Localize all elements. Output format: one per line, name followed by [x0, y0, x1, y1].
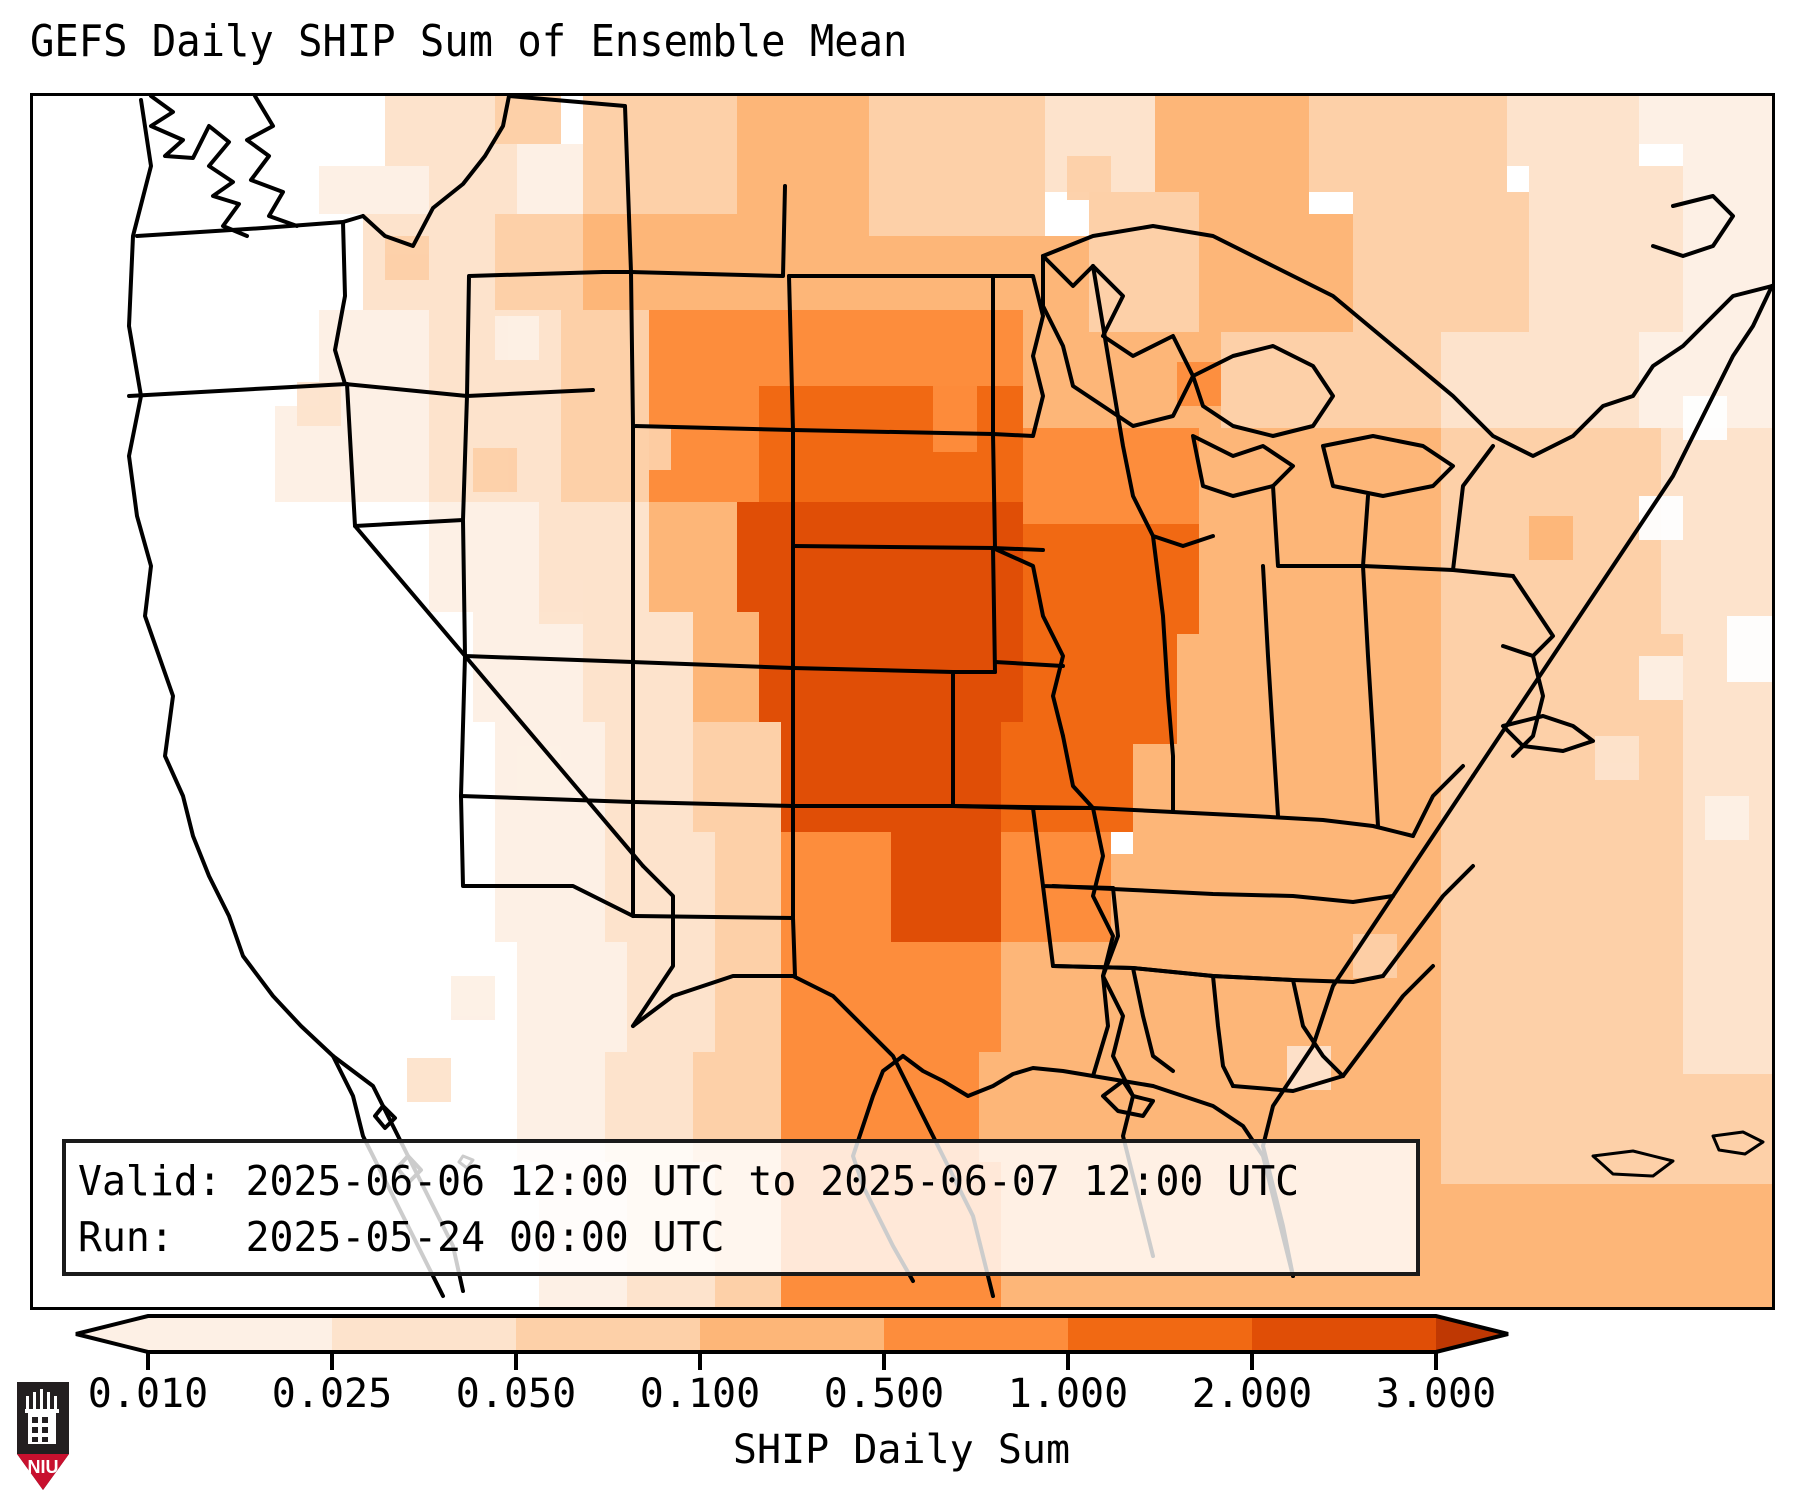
niu-logo-text: NIU [28, 1457, 59, 1477]
colorbar-svg [75, 1314, 1509, 1370]
valid-time-text: Valid: 2025-06-06 12:00 UTC to 2025-06-0… [78, 1157, 1300, 1205]
colorbar-tick-label: 0.050 [455, 1371, 577, 1417]
colorbar [0, 1312, 1803, 1372]
colorbar-segment [884, 1316, 1069, 1352]
colorbar-ticks [146, 1352, 1438, 1370]
colorbar-segments [76, 1316, 1508, 1352]
colorbar-segment [332, 1316, 517, 1352]
run-time-text: Run: 2025-05-24 00:00 UTC [78, 1213, 725, 1261]
colorbar-segment [700, 1316, 885, 1352]
colorbar-under-arrow [76, 1316, 148, 1352]
colorbar-tick-label: 0.025 [271, 1371, 393, 1417]
colorbar-segment [1252, 1316, 1437, 1352]
colorbar-tick-label: 2.000 [1191, 1371, 1313, 1417]
niu-logo: NIU [17, 1382, 69, 1490]
forecast-info-box: Valid: 2025-06-06 12:00 UTC to 2025-06-0… [62, 1139, 1420, 1276]
colorbar-tick-label: 3.000 [1375, 1371, 1497, 1417]
colorbar-over-arrow [1436, 1316, 1508, 1352]
colorbar-tick-label: 1.000 [1007, 1371, 1129, 1417]
page-title: GEFS Daily SHIP Sum of Ensemble Mean [30, 16, 908, 67]
colorbar-tick-label: 0.100 [639, 1371, 761, 1417]
colorbar-tick-label: 0.500 [823, 1371, 945, 1417]
colorbar-segment [148, 1316, 333, 1352]
colorbar-tick-labels: 0.010 0.025 0.050 0.100 0.500 1.000 2.000 3.000 [0, 1371, 1803, 1421]
colorbar-axis-label: SHIP Daily Sum [732, 1427, 1071, 1473]
map-panel [30, 93, 1775, 1310]
colorbar-tick-label: 0.010 [87, 1371, 209, 1417]
colorbar-segment [516, 1316, 701, 1352]
ship-heatmap [33, 96, 1772, 1307]
colorbar-segment [1068, 1316, 1253, 1352]
